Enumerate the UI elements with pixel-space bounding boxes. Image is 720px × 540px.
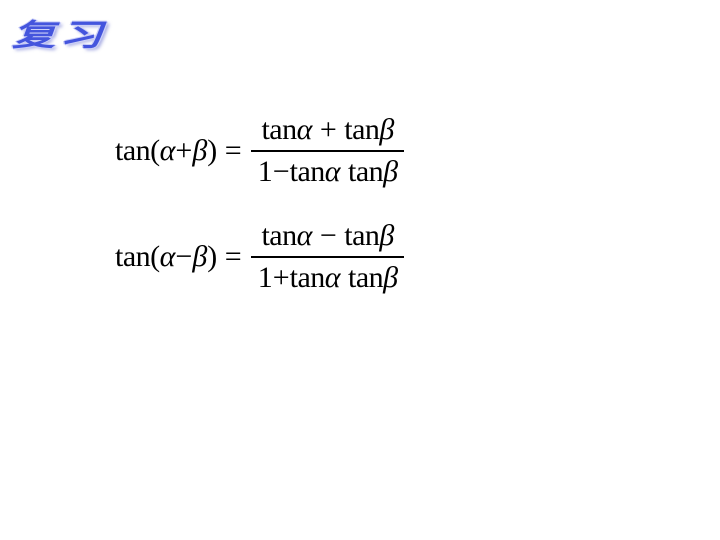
eq2-fraction: tanα − tanβ 1+tanα tanβ xyxy=(248,216,408,298)
eq1-den-tan2: tan xyxy=(348,155,383,188)
eq2-lhs-beta: β xyxy=(192,240,207,273)
eq2-lhs-fn: tan( xyxy=(115,240,160,273)
eq1-numerator: tanα + tanβ xyxy=(251,110,404,152)
eq2-num-tan1: tan xyxy=(261,219,296,252)
eq2-num-beta: β xyxy=(379,219,394,252)
eq2-denominator: 1+tanα tanβ xyxy=(248,258,408,298)
equation-tan-sum: tan(α+β) = tanα + tanβ 1−tanα tanβ xyxy=(115,110,408,192)
eq1-lhs-op: + xyxy=(175,134,192,167)
eq2-lhs-alpha: α xyxy=(160,240,176,273)
eq1-num-op: + xyxy=(320,113,337,146)
equations-block: tan(α+β) = tanα + tanβ 1−tanα tanβ tan(α… xyxy=(115,110,408,322)
eq2-den-tan2: tan xyxy=(348,261,383,294)
eq2-num-op: − xyxy=(320,219,337,252)
eq1-num-tan1: tan xyxy=(261,113,296,146)
eq2-den-alpha: α xyxy=(325,261,341,294)
eq2-den-const: 1 xyxy=(258,261,273,294)
eq1-fraction: tanα + tanβ 1−tanα tanβ xyxy=(248,110,408,192)
eq1-den-const: 1 xyxy=(258,155,273,188)
eq1-lhs-beta: β xyxy=(192,134,207,167)
eq1-den-tan1: tan xyxy=(290,155,325,188)
eq1-num-tan2: tan xyxy=(344,113,379,146)
eq1-lhs: tan(α+β) = xyxy=(115,133,242,169)
eq2-lhs-op: − xyxy=(175,240,192,273)
eq2-den-op: + xyxy=(273,261,290,294)
eq2-lhs: tan(α−β) = xyxy=(115,239,242,275)
eq2-num-tan2: tan xyxy=(344,219,379,252)
eq1-num-alpha: α xyxy=(297,113,313,146)
eq2-numerator: tanα − tanβ xyxy=(251,216,404,258)
eq1-lhs-alpha: α xyxy=(160,134,176,167)
eq1-num-beta: β xyxy=(379,113,394,146)
review-header: 复习 xyxy=(12,11,107,55)
eq1-lhs-fn: tan( xyxy=(115,134,160,167)
eq2-den-beta: β xyxy=(383,261,398,294)
eq1-den-alpha: α xyxy=(325,155,341,188)
eq2-num-alpha: α xyxy=(297,219,313,252)
eq1-den-beta: β xyxy=(383,155,398,188)
eq2-lhs-close: ) = xyxy=(207,240,241,273)
equation-tan-diff: tan(α−β) = tanα − tanβ 1+tanα tanβ xyxy=(115,216,408,298)
eq1-denominator: 1−tanα tanβ xyxy=(248,152,408,192)
eq1-lhs-close: ) = xyxy=(207,134,241,167)
eq1-den-op: − xyxy=(273,155,290,188)
eq2-den-tan1: tan xyxy=(290,261,325,294)
